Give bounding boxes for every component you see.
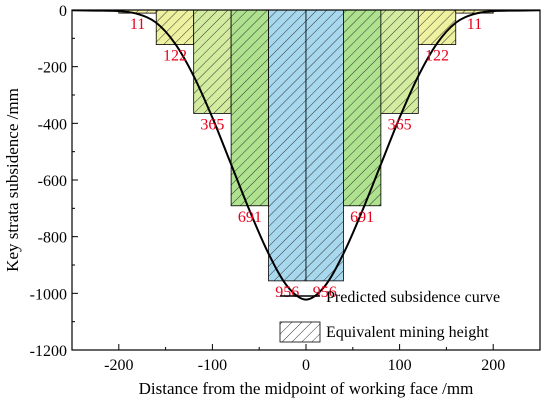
y-axis: 0 -200 -400 -600 -800 -1000 -1200 xyxy=(30,3,78,360)
bar xyxy=(380,10,419,114)
predicted-subsidence-curve xyxy=(72,10,540,301)
bar xyxy=(343,10,382,207)
bar-value-label: 956 xyxy=(275,284,299,301)
bar-value-label: 122 xyxy=(425,48,449,65)
bar xyxy=(230,10,269,207)
x-tick-label: 0 xyxy=(302,357,310,374)
legend: Predicted subsidence curve Equivalent mi… xyxy=(279,289,500,343)
x-tick-label: -200 xyxy=(104,357,133,374)
y-tick-label: -400 xyxy=(38,116,67,133)
y-tick-label: -200 xyxy=(38,60,67,77)
x-tick-label: 100 xyxy=(388,357,412,374)
bar-value-label: 365 xyxy=(200,116,224,133)
y-tick-label: -1000 xyxy=(30,286,67,303)
bar-value-label: 365 xyxy=(388,116,412,133)
bar-value-label: 11 xyxy=(130,16,145,33)
y-tick-label: -1200 xyxy=(30,343,67,360)
bar xyxy=(305,10,344,282)
x-axis: -200 -100 0 100 200 xyxy=(71,344,541,374)
x-tick-label: -100 xyxy=(198,357,227,374)
curve-layer xyxy=(72,10,540,301)
legend-label-mining-height: Equivalent mining height xyxy=(326,324,489,341)
y-tick-label: -600 xyxy=(38,173,67,190)
legend-hatch-swatch xyxy=(279,321,321,343)
bar xyxy=(193,10,232,114)
bar-value-label: 691 xyxy=(238,209,262,226)
y-tick-label: 0 xyxy=(59,3,67,20)
y-axis-label: Key strata subsidence /mm xyxy=(3,88,22,272)
bar-value-label: 11 xyxy=(467,16,482,33)
bar-value-label: 122 xyxy=(163,48,187,65)
bar-value-label: 691 xyxy=(350,209,374,226)
bar xyxy=(268,10,307,282)
y-tick-label: -800 xyxy=(38,230,67,247)
legend-label-curve: Predicted subsidence curve xyxy=(326,289,500,306)
x-tick-label: 200 xyxy=(481,357,505,374)
bars-layer xyxy=(118,10,494,282)
x-axis-label: Distance from the midpoint of working fa… xyxy=(139,379,474,398)
